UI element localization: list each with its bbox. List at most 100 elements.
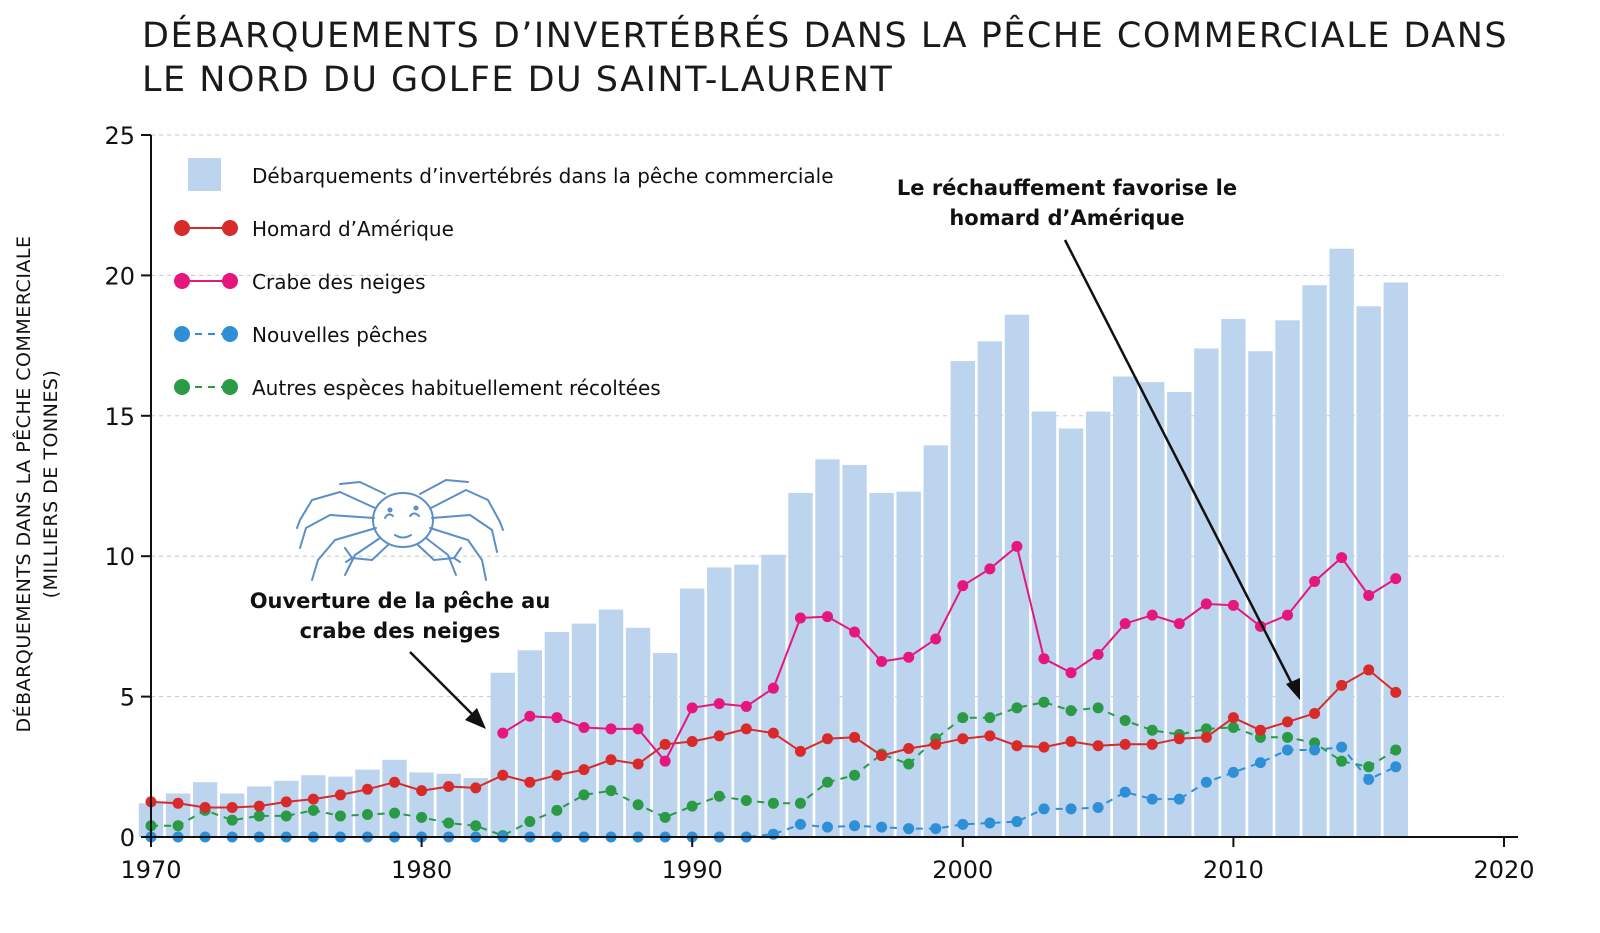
bar-1980 bbox=[409, 772, 434, 837]
point-crabe-1989 bbox=[659, 755, 671, 767]
point-crabe-2005 bbox=[1092, 648, 1104, 660]
point-autres-1984 bbox=[524, 816, 536, 828]
legend-swatch-homard bbox=[174, 220, 238, 236]
x-tick-label-2000: 2000 bbox=[932, 856, 993, 884]
bar-1977 bbox=[328, 776, 353, 837]
point-crabe-2002 bbox=[1011, 540, 1023, 552]
point-autres-1975 bbox=[280, 810, 292, 822]
chart-title-line1: DÉBARQUEMENTS D’INVERTÉBRÉS DANS LA PÊCH… bbox=[142, 16, 1509, 56]
bar-2014 bbox=[1329, 248, 1354, 837]
point-homard-2013 bbox=[1309, 707, 1321, 719]
point-autres-2002 bbox=[1011, 702, 1023, 714]
bar-2002 bbox=[1004, 314, 1030, 837]
x-tick-label-1990: 1990 bbox=[662, 856, 723, 884]
point-crabe-1983 bbox=[497, 727, 509, 739]
point-nouvelles-2004 bbox=[1065, 803, 1077, 815]
point-homard-1999 bbox=[930, 738, 942, 750]
point-crabe-2010 bbox=[1227, 599, 1239, 611]
point-nouvelles-2010 bbox=[1227, 766, 1239, 778]
y-tick-label-10: 10 bbox=[104, 543, 135, 571]
bar-1984 bbox=[517, 650, 543, 837]
point-autres-1979 bbox=[389, 807, 401, 819]
bar-1983 bbox=[490, 672, 515, 837]
point-homard-1981 bbox=[443, 780, 455, 792]
bar-1996 bbox=[842, 464, 867, 837]
point-autres-1982 bbox=[470, 820, 482, 832]
bar-2004 bbox=[1058, 428, 1084, 837]
point-autres-2006 bbox=[1119, 714, 1131, 726]
point-autres-1993 bbox=[767, 797, 779, 809]
legend: Débarquements d’invertébrés dans la pêch… bbox=[174, 158, 834, 400]
point-homard-1987 bbox=[605, 754, 617, 766]
point-homard-1977 bbox=[334, 789, 346, 801]
point-crabe-1997 bbox=[876, 656, 888, 667]
y-tick-label-25: 25 bbox=[104, 122, 135, 150]
point-autres-2001 bbox=[984, 712, 996, 724]
point-nouvelles-2015 bbox=[1363, 773, 1375, 785]
point-homard-1974 bbox=[253, 800, 265, 812]
point-nouvelles-2000 bbox=[957, 818, 969, 830]
point-nouvelles-2012 bbox=[1282, 744, 1294, 756]
point-crabe-2016 bbox=[1390, 573, 1402, 585]
point-homard-2004 bbox=[1065, 736, 1077, 748]
annotation-lobster-arrowhead bbox=[1286, 678, 1300, 700]
y-tick-label-15: 15 bbox=[104, 403, 135, 431]
point-homard-2014 bbox=[1336, 679, 1348, 691]
point-homard-2003 bbox=[1038, 741, 1050, 753]
point-homard-2005 bbox=[1092, 740, 1104, 752]
point-autres-1998 bbox=[903, 758, 915, 770]
point-nouvelles-1995 bbox=[822, 821, 833, 833]
point-homard-2001 bbox=[984, 730, 996, 742]
point-nouvelles-1997 bbox=[876, 821, 888, 833]
point-homard-1993 bbox=[767, 727, 779, 739]
point-crabe-1995 bbox=[822, 611, 833, 623]
point-nouvelles-2002 bbox=[1011, 816, 1023, 828]
point-homard-1995 bbox=[822, 733, 833, 745]
y-tick-label-20: 20 bbox=[104, 262, 135, 290]
point-autres-1988 bbox=[632, 799, 644, 811]
point-homard-2009 bbox=[1200, 731, 1212, 743]
point-crabe-2001 bbox=[984, 563, 996, 575]
annotation-lobster-line1: Le réchauffement favorise le bbox=[897, 176, 1237, 200]
point-homard-1994 bbox=[794, 745, 806, 757]
point-autres-1989 bbox=[659, 811, 671, 823]
bar-1998 bbox=[896, 491, 921, 837]
point-autres-1991 bbox=[713, 790, 725, 802]
point-homard-1985 bbox=[551, 769, 563, 781]
point-crabe-1998 bbox=[903, 651, 915, 663]
annotation-crab-arrow bbox=[409, 651, 479, 721]
point-crabe-2014 bbox=[1336, 552, 1348, 564]
point-homard-2006 bbox=[1119, 738, 1131, 750]
point-homard-2015 bbox=[1363, 664, 1375, 676]
point-crabe-2013 bbox=[1309, 575, 1321, 587]
point-homard-1997 bbox=[876, 750, 888, 762]
point-nouvelles-2001 bbox=[984, 817, 996, 829]
point-crabe-2009 bbox=[1200, 598, 1212, 610]
point-autres-1990 bbox=[686, 800, 698, 812]
point-homard-1972 bbox=[199, 802, 211, 814]
point-nouvelles-2005 bbox=[1092, 802, 1104, 814]
point-crabe-1992 bbox=[740, 700, 752, 712]
point-crabe-1994 bbox=[794, 612, 806, 624]
point-homard-2010 bbox=[1227, 712, 1239, 724]
point-homard-1990 bbox=[686, 736, 698, 748]
point-autres-2007 bbox=[1146, 724, 1158, 736]
point-autres-1980 bbox=[416, 811, 428, 823]
point-homard-2002 bbox=[1011, 740, 1023, 752]
point-nouvelles-2003 bbox=[1038, 803, 1050, 815]
legend-swatch-crabe bbox=[174, 273, 238, 289]
annotation-crab-arrowhead bbox=[465, 708, 486, 729]
point-nouvelles-2006 bbox=[1119, 786, 1131, 798]
point-homard-1988 bbox=[632, 758, 644, 770]
point-autres-1977 bbox=[334, 810, 346, 822]
legend-label-homard: Homard d’Amérique bbox=[252, 217, 454, 241]
point-autres-2009 bbox=[1200, 723, 1212, 735]
point-nouvelles-1996 bbox=[849, 820, 861, 832]
point-autres-2014 bbox=[1336, 755, 1348, 767]
point-autres-2005 bbox=[1092, 702, 1104, 714]
point-homard-1976 bbox=[307, 793, 319, 805]
chart-title: DÉBARQUEMENTS D’INVERTÉBRÉS DANS LA PÊCH… bbox=[142, 14, 1562, 102]
point-nouvelles-2011 bbox=[1254, 757, 1266, 769]
point-autres-1974 bbox=[253, 810, 265, 822]
point-autres-1986 bbox=[578, 789, 590, 801]
